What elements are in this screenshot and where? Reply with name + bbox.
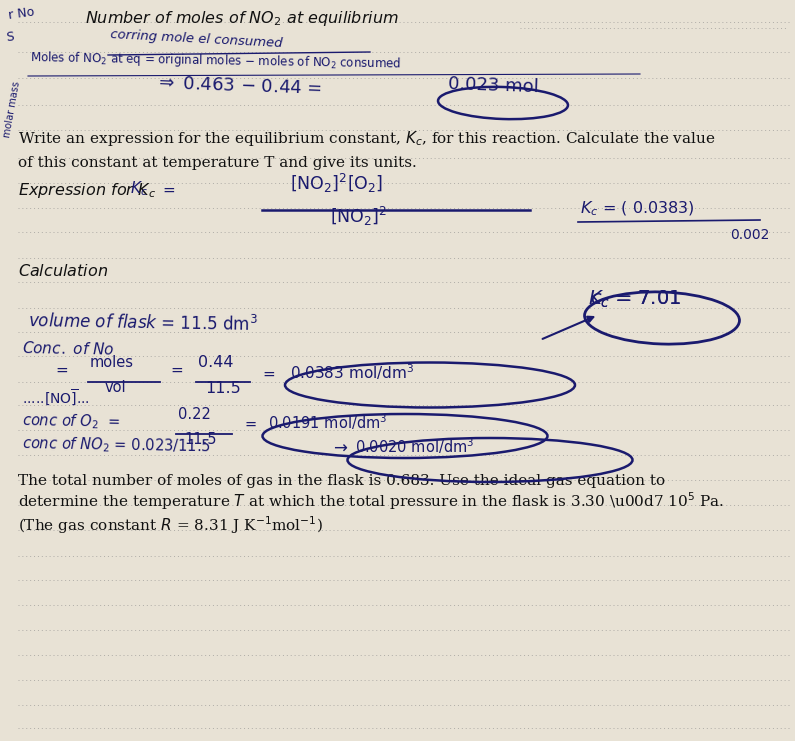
Text: 0.0191 mol/dm$^3$: 0.0191 mol/dm$^3$ bbox=[268, 412, 387, 432]
Text: The total number of moles of gas in the flask is 0.683. Use the ideal gas equati: The total number of moles of gas in the … bbox=[18, 474, 665, 488]
Text: .....[NO$\overline{]}$...: .....[NO$\overline{]}$... bbox=[22, 388, 90, 408]
Text: $K_c$: $K_c$ bbox=[130, 179, 148, 198]
Text: =: = bbox=[55, 363, 68, 378]
Text: vol: vol bbox=[105, 380, 126, 395]
Text: Moles of NO$_2$ at eq = original moles $-$ moles of NO$_2$ consumed: Moles of NO$_2$ at eq = original moles $… bbox=[30, 48, 401, 72]
Text: Write an expression for the equilibrium constant, $K_c$, for this reaction. Calc: Write an expression for the equilibrium … bbox=[18, 129, 716, 148]
Text: 11.5: 11.5 bbox=[184, 432, 216, 447]
Text: =: = bbox=[162, 183, 175, 198]
Text: $\it{Expression\ for\ K_c}$: $\it{Expression\ for\ K_c}$ bbox=[18, 181, 156, 200]
Text: 0.0383 mol/dm$^3$: 0.0383 mol/dm$^3$ bbox=[290, 362, 414, 382]
Text: 0.44: 0.44 bbox=[198, 355, 234, 370]
Text: =: = bbox=[244, 417, 256, 432]
Text: $\it{conc\ of\ NO_2}$ = 0.023/11.5: $\it{conc\ of\ NO_2}$ = 0.023/11.5 bbox=[22, 434, 211, 456]
Text: $\it{volume\ of\ flask}$ = 11.5 dm$^3$: $\it{volume\ of\ flask}$ = 11.5 dm$^3$ bbox=[28, 311, 258, 335]
Text: molar mass: molar mass bbox=[2, 80, 21, 138]
Text: [NO$_2$]$^2$[O$_2$]: [NO$_2$]$^2$[O$_2$] bbox=[290, 172, 383, 195]
Text: $\it{Calculation}$: $\it{Calculation}$ bbox=[18, 263, 108, 280]
Text: =: = bbox=[170, 363, 183, 378]
Text: determine the temperature $T$ at which the total pressure in the flask is 3.30 \: determine the temperature $T$ at which t… bbox=[18, 491, 724, 512]
Text: $\it{Number\ of\ moles\ of\ NO_2\ at\ equilibrium}$: $\it{Number\ of\ moles\ of\ NO_2\ at\ eq… bbox=[85, 9, 399, 28]
Text: 0.0020 mol/dm$^3$: 0.0020 mol/dm$^3$ bbox=[355, 436, 475, 456]
Text: 0.023 mol: 0.023 mol bbox=[448, 75, 539, 96]
Text: moles: moles bbox=[90, 355, 134, 370]
Text: $K_c$ = ( 0.0383): $K_c$ = ( 0.0383) bbox=[580, 199, 695, 218]
Text: 0.002: 0.002 bbox=[730, 228, 770, 242]
Text: r No: r No bbox=[8, 5, 36, 21]
Text: $\Rightarrow$ 0.463 $-$ 0.44 =: $\Rightarrow$ 0.463 $-$ 0.44 = bbox=[155, 74, 322, 98]
Text: S: S bbox=[5, 30, 14, 44]
Text: $\it{Conc.\ of\ No}$: $\it{Conc.\ of\ No}$ bbox=[22, 340, 114, 358]
Text: $\rightarrow$: $\rightarrow$ bbox=[330, 438, 348, 456]
Text: $c_c$ = 7.01: $c_c$ = 7.01 bbox=[590, 289, 681, 310]
Text: of this constant at temperature T and give its units.: of this constant at temperature T and gi… bbox=[18, 156, 417, 170]
Text: 0.22: 0.22 bbox=[178, 407, 211, 422]
Text: =: = bbox=[262, 367, 275, 382]
Text: $K_c$ = 7.01: $K_c$ = 7.01 bbox=[588, 289, 681, 310]
Text: corring mole el consumed: corring mole el consumed bbox=[110, 28, 283, 50]
Text: [NO$_2$]$^2$: [NO$_2$]$^2$ bbox=[330, 205, 387, 228]
Text: (The gas constant $R$ = 8.31 J K$^{-1}$mol$^{-1}$): (The gas constant $R$ = 8.31 J K$^{-1}$m… bbox=[18, 514, 323, 536]
Text: $\it{conc\ of\ O_2}$  =: $\it{conc\ of\ O_2}$ = bbox=[22, 411, 121, 432]
Text: 11.5: 11.5 bbox=[205, 381, 241, 396]
